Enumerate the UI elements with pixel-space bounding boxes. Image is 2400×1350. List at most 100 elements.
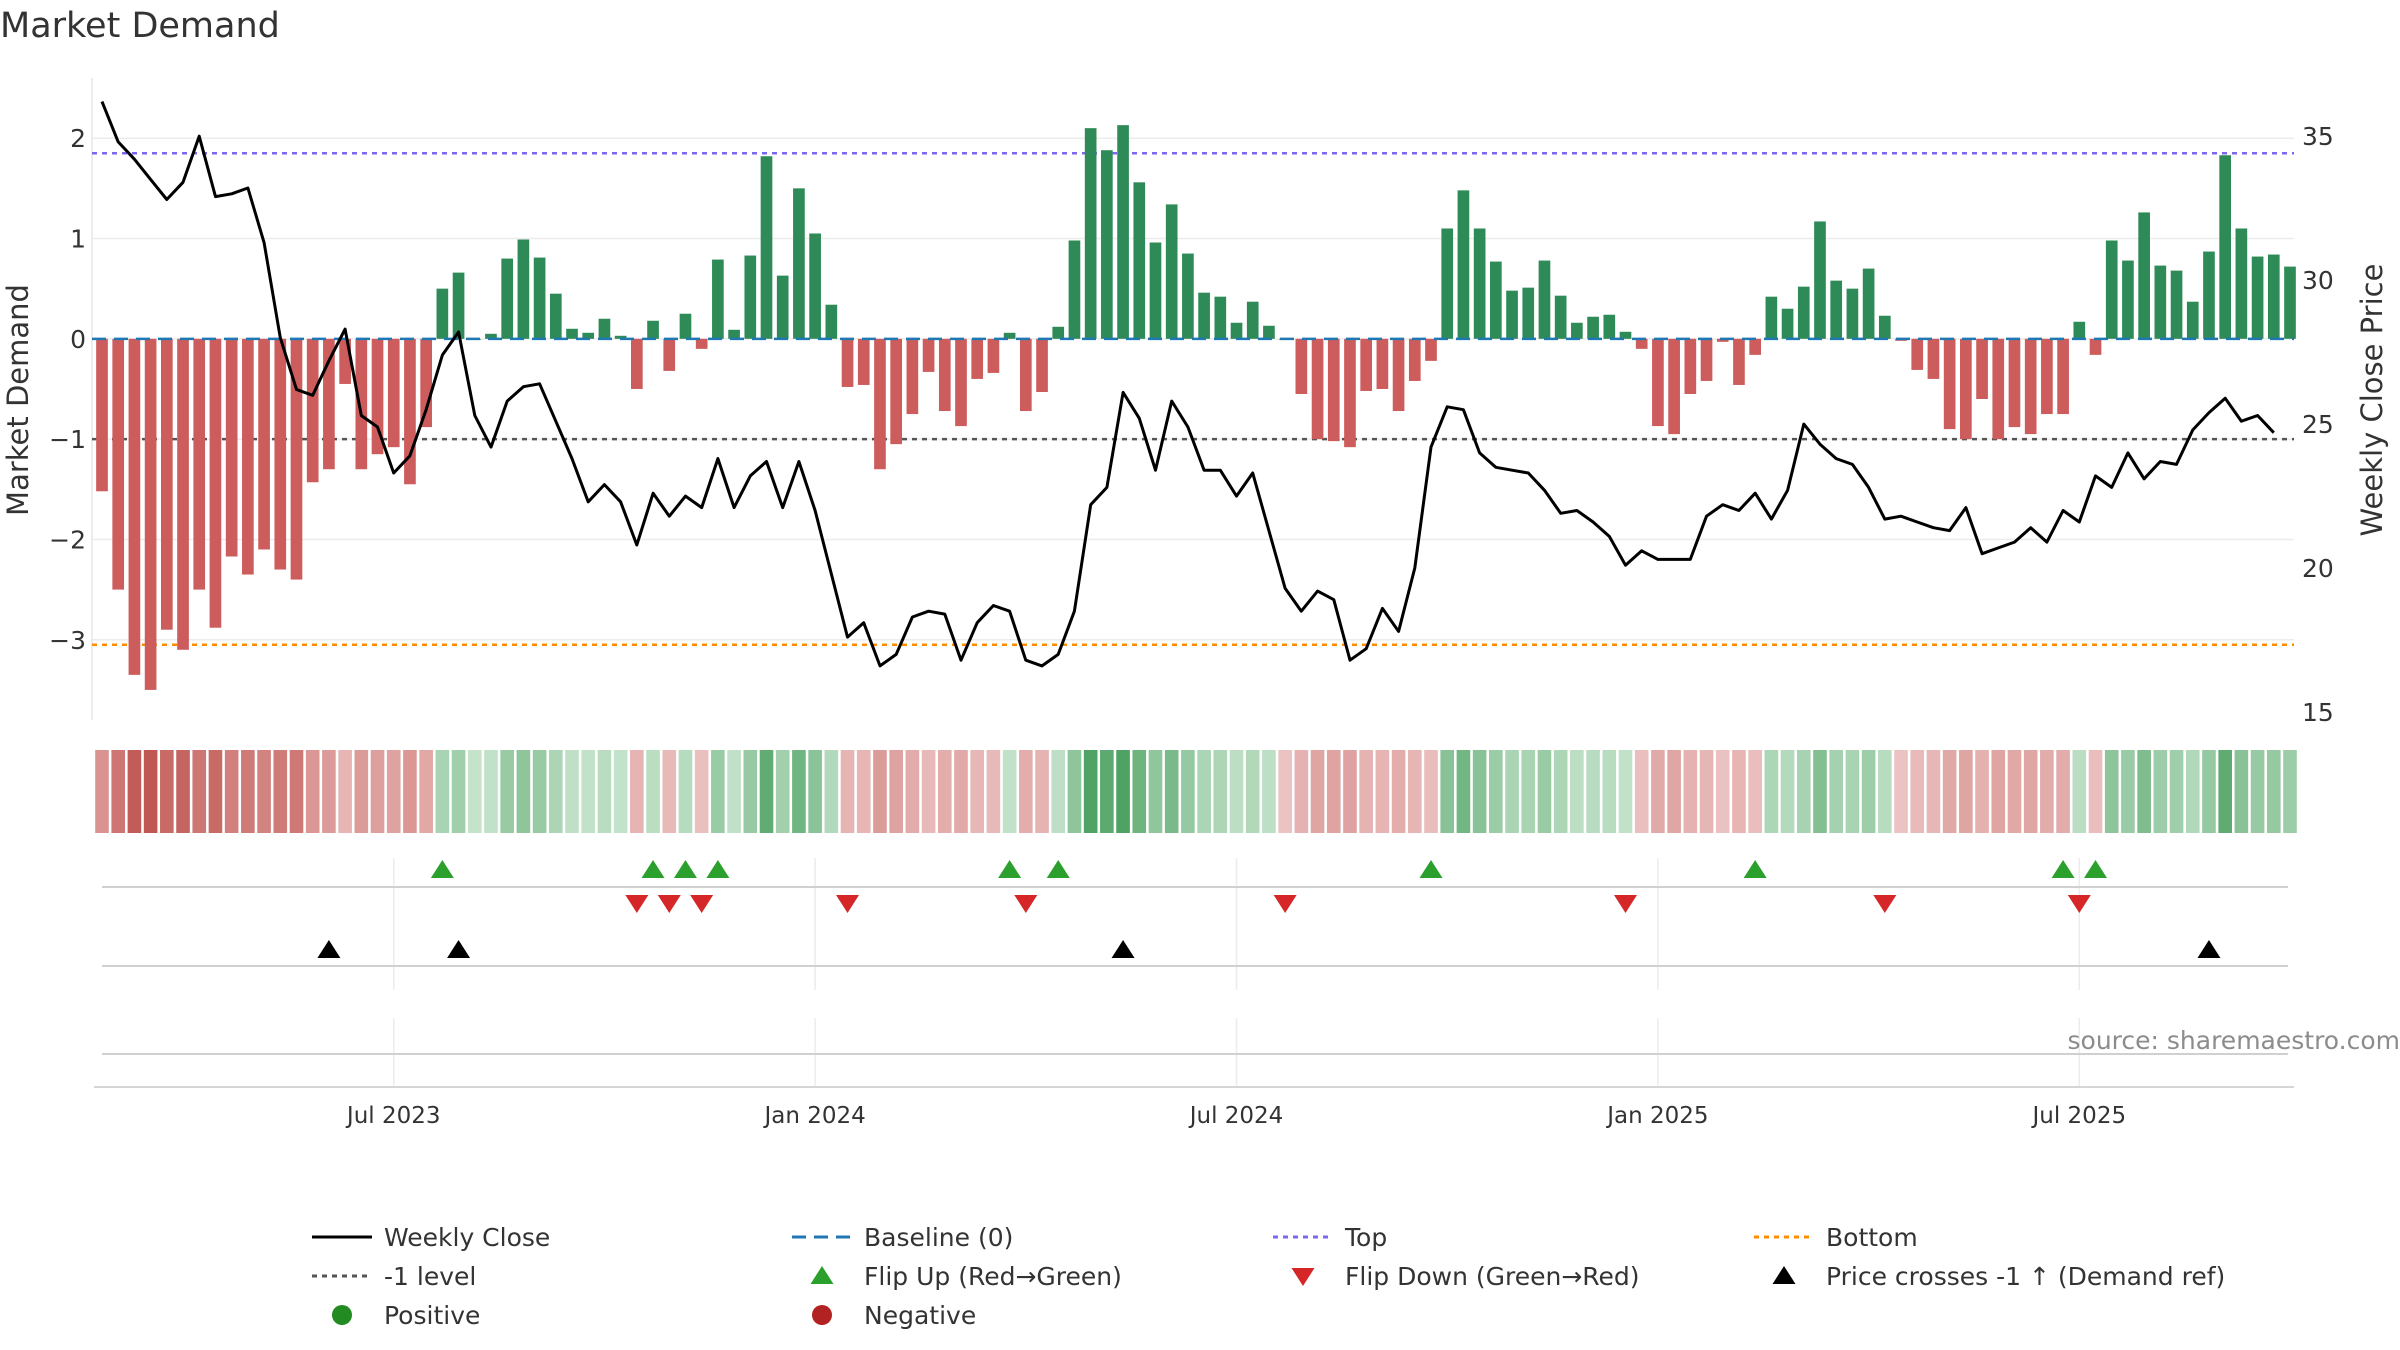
heat-cell [889,750,903,833]
demand-bar-negative [955,338,967,427]
demand-bar-positive [1246,301,1259,339]
legend-swatch [1291,1268,1315,1286]
legend-label: Weekly Close [384,1223,550,1252]
heat-cell [1537,750,1552,833]
x-tick-label: Jul 2024 [1188,1103,1284,1129]
heat-cell [1132,750,1147,833]
demand-bar-negative [857,338,870,385]
demand-bar-negative [404,338,416,485]
demand-bar-negative [323,338,335,470]
heat-cell [646,750,660,833]
demand-bar-positive [452,272,465,339]
heat-cell [2072,750,2087,833]
flip-down-marker [690,895,714,913]
heat-cell [2169,750,2184,833]
heat-cell [2185,750,2200,833]
demand-bar-positive [614,335,627,339]
demand-bar-negative [1376,338,1389,389]
heat-cell [208,750,223,833]
heat-cell [143,750,158,833]
demand-bar-negative [2008,338,2021,428]
demand-bar-negative [128,338,141,675]
legend-label: Top [1344,1223,1387,1252]
heat-cell [1553,750,1568,833]
demand-bar-negative [306,338,319,483]
demand-bar-negative [225,338,238,557]
demand-bar-negative [874,338,886,470]
flip-up-marker [673,860,697,878]
heat-cell [500,750,514,833]
demand-bar-negative [1425,338,1437,361]
heat-cell [435,750,450,833]
heat-cell [840,750,855,833]
left-tick-label: −2 [49,525,86,554]
heat-cell [257,750,271,833]
demand-bar-positive [1765,296,1778,339]
demand-bar-positive [1797,286,1810,339]
demand-bar-positive [760,156,773,339]
heat-cell [1521,750,1536,833]
flip-down-marker [657,895,681,913]
price-cross-marker [317,940,341,958]
heat-cell [1489,750,1503,833]
flip-up-marker [1743,860,1767,878]
event-panels: Jul 2023 Jan 2024 Jul 2024 Jan 2025 Jul 2025… [94,858,2400,1129]
legend-label: Flip Down (Green→Red) [1345,1262,1640,1291]
demand-bar-positive [1133,182,1146,339]
heat-cell [1942,750,1957,833]
flip-up-marker [1046,860,1070,878]
legend-item: Price crosses -1 ↑ (Demand ref) [1772,1262,2225,1291]
demand-bar-positive [1522,287,1535,339]
heat-cell [95,750,109,833]
legend-label: -1 level [384,1262,476,1291]
heat-cell [1100,750,1114,833]
demand-bar-positive [2284,266,2296,339]
right-tick-label: 25 [2302,410,2334,439]
demand-bar-positive [2122,260,2134,339]
legend-item: -1 level [312,1262,476,1291]
x-tick-label: Jan 2024 [762,1103,865,1129]
heat-cell [1748,750,1762,833]
heat-cell [1262,750,1276,833]
heat-cell [2218,750,2232,833]
heat-cell [111,750,126,833]
heat-cell [1651,750,1665,833]
demand-bar-positive [1587,316,1599,339]
demand-bar-positive [1084,128,1097,339]
heat-cell [2137,750,2151,833]
heat-cell [1181,750,1195,833]
demand-bars [96,125,2296,690]
heat-cell [1861,750,1876,833]
demand-bar-negative [371,338,384,455]
demand-bar-positive [647,320,659,339]
heat-cell [808,750,822,833]
heat-cell [192,750,207,833]
heat-cell [2040,750,2054,833]
heat-cell [1991,750,2006,833]
heat-cell [2266,750,2281,833]
heat-cell [873,750,887,833]
demand-bar-negative [1668,338,1680,435]
demand-bar-positive [1878,315,1891,339]
demand-bar-negative [258,338,270,550]
heat-cell [338,750,352,833]
flip-down-marker [836,895,860,913]
heat-cell [1732,750,1746,833]
event-markers [317,860,2221,958]
x-axis-ticks: Jul 2023 Jan 2024 Jul 2024 Jan 2025 Jul 2025 [345,1103,2126,1129]
demand-bar-positive [744,255,757,339]
demand-bar-positive [1457,190,1470,339]
demand-bar-negative [2089,338,2102,355]
heat-cell [354,750,369,833]
heat-cell [1294,750,1309,833]
demand-bar-positive [825,304,838,339]
heat-cell [2283,750,2297,833]
demand-bar-positive [776,275,789,339]
demand-bar-negative [1295,338,1308,394]
right-axis-ticks: 35 30 25 20 15 [2302,122,2334,727]
demand-bar-negative [1911,338,1924,370]
heat-cell [597,750,612,833]
heat-cell [467,750,482,833]
demand-bar-positive [1554,295,1567,339]
